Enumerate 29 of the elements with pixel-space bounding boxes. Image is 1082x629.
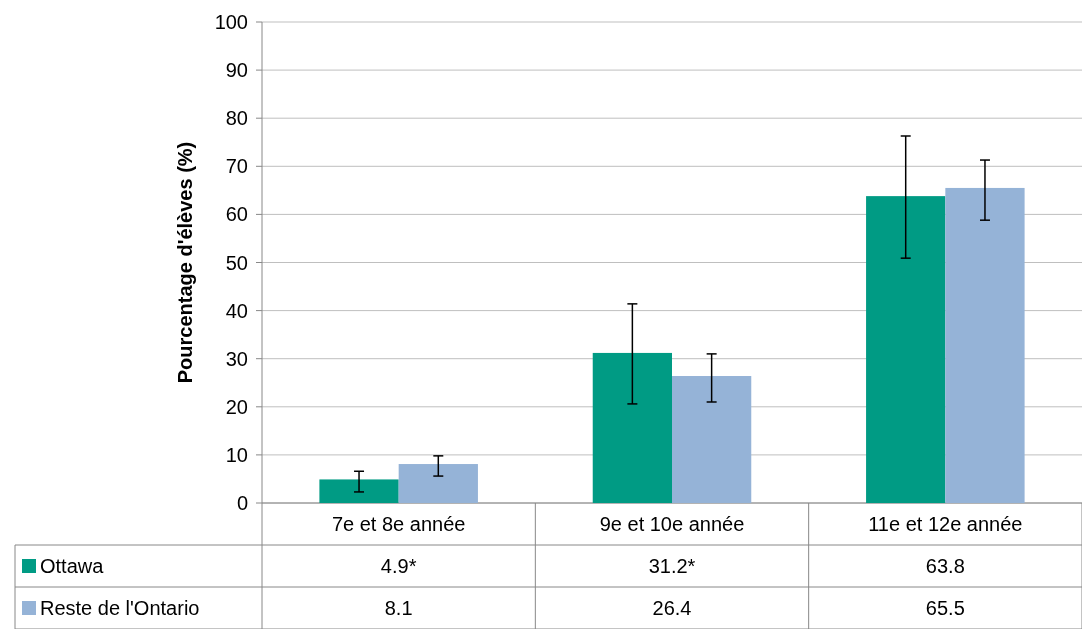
- data-label: 63.8: [925, 555, 965, 577]
- y-tick-label: 80: [225, 107, 248, 130]
- legend-label: Reste de l'Ontario: [40, 597, 200, 619]
- bar: [319, 479, 399, 503]
- y-tick-label: 60: [225, 203, 248, 226]
- x-tick-label: 7e et 8e année: [331, 513, 466, 535]
- y-tick-label: 90: [225, 59, 248, 82]
- legend-label: Ottawa: [40, 555, 105, 577]
- y-axis-title: Pourcentage d'élèves (%): [174, 141, 196, 384]
- y-tick-label: 100: [214, 11, 248, 33]
- y-tick-label: 40: [225, 299, 248, 322]
- x-tick-label: 11e et 12e année: [868, 513, 1023, 535]
- data-label: 4.9*: [380, 555, 417, 577]
- data-label: 31.2*: [648, 555, 696, 577]
- y-tick-label: 30: [225, 347, 248, 370]
- x-tick-label: 9e et 10e année: [599, 513, 745, 535]
- y-tick-label: 10: [225, 443, 248, 466]
- y-tick-label: 0: [236, 492, 248, 514]
- y-tick-label: 50: [225, 251, 248, 274]
- y-tick-label: 70: [225, 155, 248, 178]
- bar: [592, 352, 672, 503]
- bar: [672, 376, 752, 503]
- data-label: 26.4: [652, 597, 692, 619]
- bar: [945, 187, 1025, 503]
- bar: [866, 196, 946, 503]
- y-tick-label: 20: [225, 395, 248, 418]
- bar: [398, 464, 478, 503]
- data-label: 8.1: [384, 597, 413, 619]
- data-label: 65.5: [925, 597, 965, 619]
